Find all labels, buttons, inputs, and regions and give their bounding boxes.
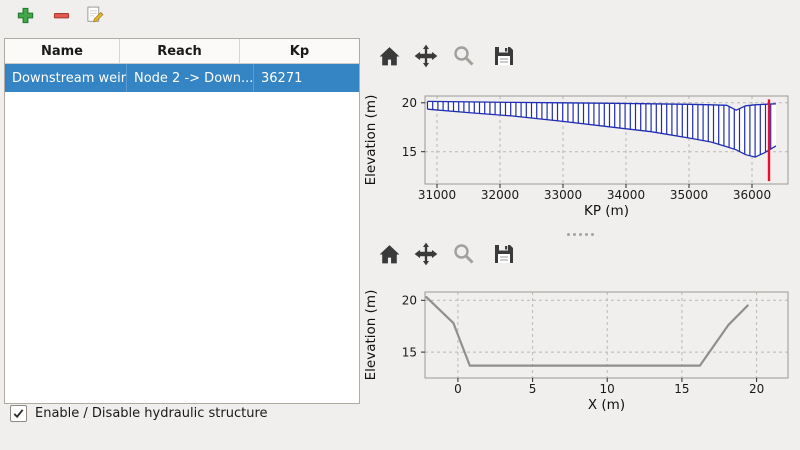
app-toolbar (0, 0, 800, 34)
x-tick-label: 10 (600, 382, 615, 396)
home-icon[interactable] (375, 42, 403, 70)
y-axis-label: Elevation (m) (363, 95, 379, 186)
table-header-row: Name Reach Kp (5, 39, 359, 64)
x-tick-label: 31000 (418, 188, 456, 202)
column-header-reach[interactable]: Reach (120, 39, 240, 63)
enable-structure-row: Enable / Disable hydraulic structure (10, 405, 268, 422)
x-axis-label: X (m) (588, 397, 625, 413)
cross-section-panel: 0 5 10 15 20 15 20 X (m) Elevation (m) (362, 238, 798, 430)
cross-section-chart[interactable]: 0 5 10 15 20 15 20 X (m) Elevation (m) (362, 274, 798, 430)
enable-structure-checkbox[interactable] (10, 405, 27, 422)
longitudinal-profile-panel: 31000 32000 33000 34000 35000 36000 15 20 KP (m)… (362, 40, 798, 230)
add-structure-button[interactable] (14, 6, 36, 28)
x-tick-label: 35000 (670, 188, 708, 202)
x-tick-label: 32000 (481, 188, 519, 202)
home-icon[interactable] (375, 240, 403, 268)
remove-structure-button[interactable] (50, 6, 72, 28)
minus-icon (52, 6, 71, 29)
x-axis-label: KP (m) (584, 203, 629, 219)
column-header-kp[interactable]: Kp (289, 43, 310, 59)
column-header-name[interactable]: Name (5, 39, 120, 63)
x-tick-label: 20 (749, 382, 764, 396)
x-tick-label: 0 (454, 382, 462, 396)
save-icon[interactable] (490, 240, 518, 268)
cross-section-line (425, 296, 749, 367)
water-top-line (427, 100, 776, 111)
table-row-selected[interactable]: Downstream weir Node 2 -> Down... 36271 (5, 64, 359, 92)
cell-kp: 36271 (261, 70, 303, 86)
edit-structure-button[interactable] (84, 6, 106, 28)
y-tick-label: 15 (402, 345, 417, 359)
y-axis-label: Elevation (m) (363, 290, 379, 381)
cell-name: Downstream weir (5, 64, 127, 92)
checkmark-icon (13, 409, 24, 419)
pan-icon[interactable] (412, 240, 440, 268)
plot-frame (424, 95, 789, 185)
x-tick-label: 15 (674, 382, 689, 396)
cell-reach: Node 2 -> Down... (127, 64, 254, 92)
pan-icon[interactable] (412, 42, 440, 70)
x-tick-label: 33000 (544, 188, 582, 202)
y-tick-label: 20 (402, 294, 417, 308)
x-tick-label: 34000 (607, 188, 645, 202)
zoom-icon[interactable] (450, 240, 478, 268)
structures-table: Name Reach Kp Downstream weir Node 2 -> … (4, 38, 360, 404)
edit-pencil-icon (85, 5, 105, 29)
panel-splitter-handle[interactable] (560, 231, 600, 237)
plot-toolbar-1 (362, 40, 798, 74)
zoom-icon[interactable] (450, 42, 478, 70)
enable-structure-label: Enable / Disable hydraulic structure (35, 406, 268, 421)
x-tick-label: 5 (529, 382, 537, 396)
plot-toolbar-2 (362, 238, 798, 272)
y-tick-label: 20 (402, 96, 417, 110)
longitudinal-profile-chart[interactable]: 31000 32000 33000 34000 35000 36000 15 20 KP (m)… (362, 76, 798, 230)
x-tick-label: 36000 (733, 188, 771, 202)
profile-band-fill (427, 101, 776, 158)
save-icon[interactable] (490, 42, 518, 70)
y-tick-label: 15 (402, 145, 417, 159)
bed-bottom-line (427, 108, 777, 158)
plot-frame (424, 291, 789, 379)
plus-icon (16, 6, 35, 29)
